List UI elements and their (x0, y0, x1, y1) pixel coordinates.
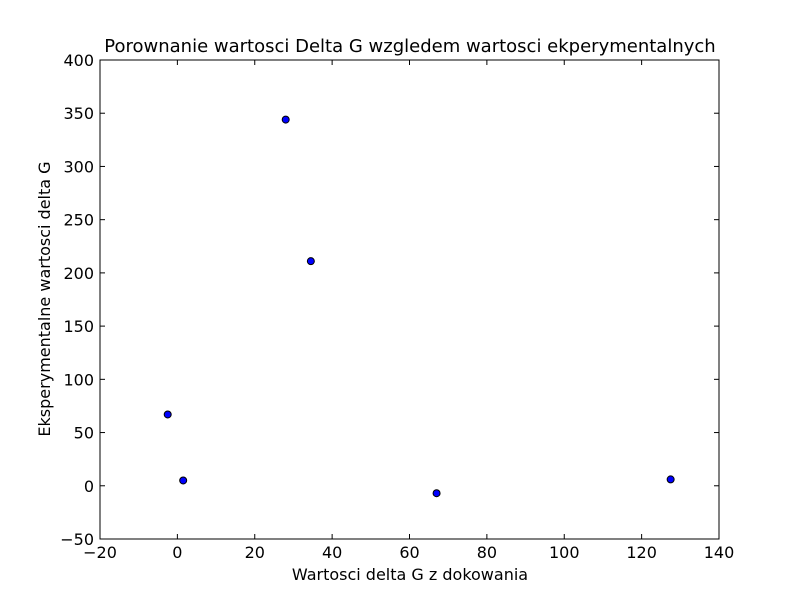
x-tick-label: 60 (399, 543, 419, 562)
y-tick-label: 200 (63, 264, 94, 283)
x-tick-label: 0 (172, 543, 182, 562)
x-tick-label: 100 (549, 543, 580, 562)
data-point (432, 489, 441, 498)
y-tick-label: 100 (63, 370, 94, 389)
x-axis-label: Wartosci delta G z dokowania (292, 565, 528, 584)
y-tick-label: −50 (60, 530, 94, 549)
y-tick-label: 300 (63, 157, 94, 176)
data-point (306, 257, 315, 266)
y-tick-label: 350 (63, 104, 94, 123)
data-points (163, 115, 675, 498)
axes-frame (99, 59, 720, 540)
x-tick-label: −20 (83, 543, 117, 562)
x-tick-label: 140 (704, 543, 735, 562)
y-axis-label: Eksperymentalne wartosci delta G (35, 161, 54, 436)
data-point (163, 410, 172, 419)
chart-title: Porownanie wartosci Delta G wzgledem war… (104, 36, 715, 57)
y-tick-label: 400 (63, 51, 94, 70)
data-point (666, 475, 675, 484)
y-tick-label: 150 (63, 317, 94, 336)
y-tick-label: 50 (74, 424, 94, 443)
x-tick-label: 20 (245, 543, 265, 562)
y-tick-label: 250 (63, 211, 94, 230)
axis-ticks: −20 0 20 40 60 80 100 120 140 −50 0 50 100 150 200 250 3… (60, 51, 734, 562)
data-point (179, 476, 188, 485)
data-point (281, 115, 290, 124)
x-tick-label: 40 (322, 543, 342, 562)
x-tick-label: 80 (477, 543, 497, 562)
x-tick-label: 120 (626, 543, 657, 562)
y-tick-label: 0 (84, 477, 94, 496)
